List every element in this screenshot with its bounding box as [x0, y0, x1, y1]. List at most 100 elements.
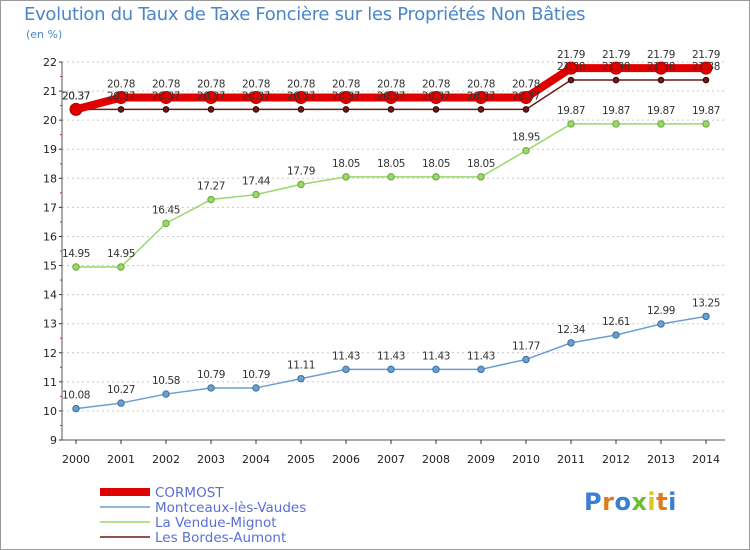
series-line-la-vendue-mignot	[76, 123, 706, 268]
data-point-montceaux-l-s-vaudes	[612, 331, 620, 339]
logo-letter: P	[584, 488, 603, 516]
data-point-la-vendue-mignot	[612, 120, 620, 128]
data-label-montceaux-l-s-vaudes: 11.43	[332, 350, 360, 362]
x-tick-label: 2002	[152, 453, 180, 466]
data-label-cormost: 20.78	[377, 78, 405, 90]
x-tick-label: 2000	[62, 453, 90, 466]
data-point-la-vendue-mignot	[162, 219, 170, 228]
data-point-la-vendue-mignot	[432, 173, 440, 181]
logo-letter: x	[631, 488, 648, 516]
data-point-les-bordes-aumont	[162, 106, 170, 113]
data-label-cormost: 20.78	[152, 78, 180, 90]
axes: 9 10 11 12 13 14 15 16 17 18 19 20 21 22 2000 2001 2002 2…	[43, 56, 725, 466]
data-point-cormost	[429, 90, 443, 104]
legend-label-la-vendue-mignot: La Vendue-Mignot	[155, 515, 277, 531]
data-point-les-bordes-aumont	[522, 106, 530, 113]
data-label-la-vendue-mignot: 14.95	[107, 248, 135, 260]
data-label-la-vendue-mignot: 17.44	[242, 176, 271, 188]
data-label-la-vendue-mignot: 19.87	[647, 105, 675, 117]
data-point-la-vendue-mignot	[657, 120, 665, 128]
data-point-montceaux-l-s-vaudes	[432, 365, 440, 374]
series-line-montceaux-l-s-vaudes	[75, 315, 707, 410]
data-label-cormost: 21.79	[647, 49, 675, 61]
data-label-montceaux-l-s-vaudes: 10.79	[242, 369, 270, 381]
y-tick-label: 11	[43, 376, 57, 389]
data-label-la-vendue-mignot: 18.05	[422, 158, 450, 170]
data-label-cormost: 21.79	[557, 49, 585, 61]
data-point-cormost	[474, 90, 488, 104]
data-label-montceaux-l-s-vaudes: 12.99	[647, 305, 675, 317]
data-label-cormost: 20.37	[62, 90, 90, 102]
data-point-montceaux-l-s-vaudes	[477, 365, 485, 374]
x-tick-label: 2007	[377, 453, 405, 466]
y-tick-label: 19	[43, 143, 57, 156]
x-tick-label: 2013	[647, 453, 675, 466]
data-label-montceaux-l-s-vaudes: 10.79	[197, 369, 225, 381]
data-point-montceaux-l-s-vaudes	[297, 374, 305, 383]
legend-label-cormost: CORMOST	[155, 485, 224, 501]
data-label-cormost: 20.78	[107, 78, 135, 90]
data-point-montceaux-l-s-vaudes	[252, 384, 260, 392]
data-point-cormost	[339, 90, 353, 104]
data-point-les-bordes-aumont	[567, 76, 575, 84]
data-label-cormost: 20.78	[332, 78, 360, 90]
data-point-les-bordes-aumont	[432, 106, 440, 113]
data-point-cormost	[159, 90, 173, 104]
data-label-cormost: 21.79	[602, 49, 630, 61]
data-point-cormost	[564, 61, 578, 75]
y-tick-label: 20	[43, 114, 57, 127]
y-tick-label: 13	[43, 318, 57, 331]
data-label-les-bordes-aumont: 20.37	[197, 90, 225, 102]
x-tick-label: 2012	[602, 453, 630, 466]
labels-la-vendue-mignot: 14.95 14.95 16.45 17.27 17.44 17.79 18.05 18.05…	[62, 105, 720, 260]
y-tick-label: 14	[43, 289, 57, 302]
data-label-montceaux-l-s-vaudes: 11.77	[512, 340, 540, 352]
data-label-la-vendue-mignot: 16.45	[152, 204, 180, 216]
labels-les-bordes-aumont: 20.37 20.37 20.37 20.37 20.37 20.37 20.37 20.37…	[62, 61, 720, 102]
data-label-montceaux-l-s-vaudes: 11.11	[287, 360, 315, 372]
data-point-les-bordes-aumont	[657, 76, 665, 84]
series-les-bordes-aumont	[72, 76, 710, 113]
y-tick-label: 15	[43, 260, 57, 273]
data-label-la-vendue-mignot: 17.79	[287, 165, 315, 177]
data-point-cormost	[654, 61, 668, 75]
data-label-cormost: 21.79	[692, 49, 720, 61]
data-point-les-bordes-aumont	[612, 76, 620, 84]
logo-letter: t	[656, 488, 669, 516]
data-label-cormost: 20.78	[287, 78, 315, 90]
data-label-montceaux-l-s-vaudes: 11.43	[422, 350, 450, 362]
proxiti-logo: Proxiti	[584, 488, 677, 516]
data-label-montceaux-l-s-vaudes: 11.43	[467, 350, 495, 362]
logo-letter: r	[602, 488, 615, 516]
y-tick-label: 12	[43, 347, 57, 360]
data-point-cormost	[609, 61, 623, 75]
x-tick-label: 2004	[242, 453, 270, 466]
data-point-montceaux-l-s-vaudes	[162, 390, 170, 398]
series-cormost	[69, 61, 713, 116]
data-label-la-vendue-mignot: 19.87	[557, 105, 585, 117]
legend-label-montceaux-l-s-vaudes: Montceaux-lès-Vaudes	[155, 500, 306, 516]
data-point-montceaux-l-s-vaudes	[702, 312, 710, 321]
legend-entry-la-vendue-mignot: La Vendue-Mignot	[100, 515, 277, 531]
data-point-montceaux-l-s-vaudes	[117, 399, 125, 407]
data-point-cormost	[204, 90, 218, 104]
data-label-la-vendue-mignot: 18.05	[332, 158, 360, 170]
data-label-la-vendue-mignot: 14.95	[62, 248, 90, 260]
data-label-cormost: 20.78	[512, 78, 540, 90]
data-point-les-bordes-aumont	[117, 106, 125, 113]
logo-letter: o	[614, 488, 632, 516]
y-tick-label: 21	[43, 85, 57, 98]
x-tick-label: 2005	[287, 453, 315, 466]
series-montceaux-l-s-vaudes	[72, 312, 710, 413]
data-label-les-bordes-aumont: 21.38	[602, 61, 630, 73]
data-point-les-bordes-aumont	[342, 106, 350, 113]
data-point-les-bordes-aumont	[207, 106, 215, 113]
legend-entry-montceaux-l-s-vaudes: Montceaux-lès-Vaudes	[100, 500, 306, 516]
x-tick-label: 2009	[467, 453, 495, 466]
y-tick-label: 22	[43, 56, 57, 69]
data-point-cormost	[69, 102, 83, 116]
data-label-la-vendue-mignot: 17.27	[197, 181, 225, 193]
